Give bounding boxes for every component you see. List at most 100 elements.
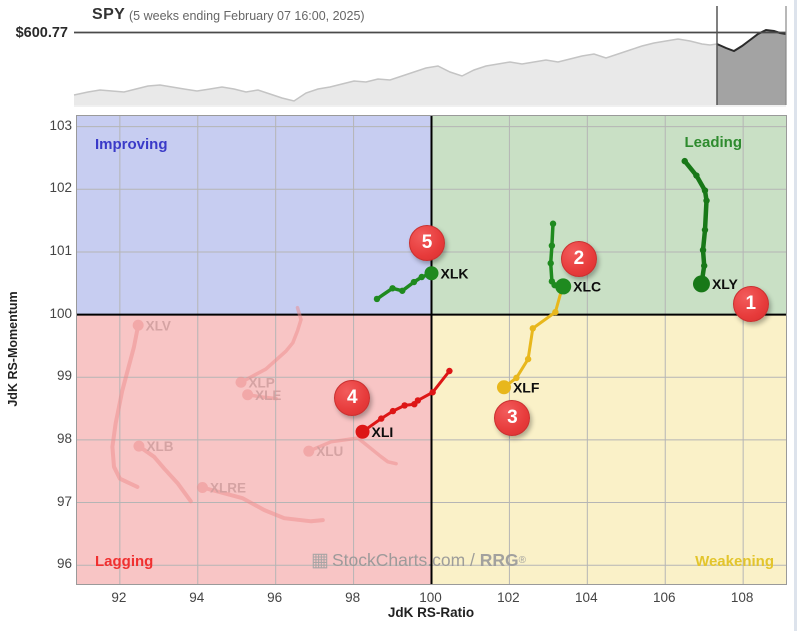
xly-tail-dot — [703, 197, 710, 204]
trail-xlb — [133, 440, 193, 504]
xli-tail-dot — [389, 407, 397, 415]
annotation-badge-1: 1 — [732, 285, 769, 322]
x-tick-106: 106 — [652, 590, 676, 605]
trail-xlre — [196, 482, 325, 524]
quadrant-leading-bg — [431, 116, 786, 315]
spy-price-sparkline — [73, 6, 787, 107]
xlp-tail — [239, 305, 303, 385]
x-tick-94: 94 — [189, 590, 205, 605]
xlu-head-dot[interactable] — [303, 445, 315, 457]
watermark-text: StockCharts.com — [331, 550, 466, 570]
trail-xly — [681, 157, 710, 293]
label-xli: XLI — [372, 424, 394, 440]
y-tick-98: 98 — [56, 430, 72, 446]
chart-subtitle: (5 weeks ending February 07 16:00, 2025) — [129, 9, 365, 23]
xlc-tail-dot — [547, 260, 554, 267]
x-tick-100: 100 — [419, 590, 442, 605]
xli-tail-dot — [446, 367, 453, 375]
watermark-rrg: RRG — [479, 550, 519, 570]
label-xlk: XLK — [441, 265, 469, 281]
xly-tail-dot — [693, 172, 700, 179]
stockcharts-watermark: ▦ StockCharts.com / RRG ® — [311, 550, 527, 571]
label-xlp: XLP — [249, 375, 275, 390]
xly-tail-dot — [701, 226, 709, 234]
xlre-head-dot[interactable] — [196, 482, 208, 494]
xli-tail-dot — [378, 415, 385, 422]
label-xlv: XLV — [146, 318, 171, 333]
xlk-tail-dot — [373, 295, 381, 303]
right-edge-divider — [794, 0, 797, 631]
xlk-tail-dot — [389, 285, 396, 292]
y-tick-103: 103 — [49, 117, 72, 133]
quadrant-label-improving: Improving — [95, 136, 168, 153]
xlf-tail-dot — [513, 374, 520, 382]
xly-tail-dot — [681, 157, 688, 165]
registered-mark: ® — [518, 555, 527, 566]
trail-xlc — [547, 220, 572, 295]
rrg-plot-area[interactable]: XLV XLP XLE XLB XLU XLRE XLI XLF XLC XLK XLY Impro… — [76, 115, 787, 585]
xlv-head-dot[interactable] — [132, 319, 144, 331]
xli-head-dot[interactable] — [355, 424, 370, 439]
xlc-tail-dot — [548, 242, 556, 249]
xle-head-dot[interactable] — [242, 389, 254, 401]
x-tick-102: 102 — [497, 590, 520, 605]
price-line — [73, 38, 718, 102]
xlv-tail — [110, 323, 141, 489]
annotation-badge-4: 4 — [334, 380, 371, 417]
y-axis-title: JdK RS-Momentum — [6, 291, 20, 407]
trail-xlu — [303, 436, 398, 466]
y-tick-97: 97 — [56, 493, 72, 509]
label-xlc: XLC — [573, 278, 601, 294]
price-line-label: $600.77 — [15, 25, 68, 41]
quadrant-label-weakening: Weakening — [695, 553, 774, 570]
chart-symbol: SPY — [92, 6, 126, 23]
quadrant-weakening-bg — [431, 314, 786, 584]
xlf-tail-dot — [524, 355, 532, 363]
highlight-window-area — [717, 30, 786, 105]
x-tick-92: 92 — [111, 590, 127, 605]
y-tick-101: 101 — [49, 242, 72, 258]
annotation-badge-5: 5 — [409, 224, 446, 261]
x-axis-title: JdK RS-Ratio — [387, 605, 475, 620]
x-tick-108: 108 — [730, 590, 754, 605]
xly-head-dot[interactable] — [692, 275, 710, 293]
xlf-tail-dot — [529, 325, 536, 332]
xly-tail-dot — [700, 262, 708, 269]
xli-tail-dot — [429, 389, 436, 396]
trail-xlk — [373, 266, 439, 303]
xlf-head-dot[interactable] — [496, 380, 511, 395]
xlk-head-dot[interactable] — [424, 266, 439, 281]
xlf-tail-dot — [552, 308, 559, 316]
trail-xlv — [110, 319, 144, 489]
xlb-head-dot[interactable] — [133, 440, 145, 452]
xly-tail-dot — [701, 187, 709, 194]
y-tick-102: 102 — [49, 180, 72, 196]
xli-tail-dot — [411, 400, 418, 408]
trail-xlf — [496, 285, 566, 395]
xlre-tail — [200, 485, 325, 524]
y-tick-99: 99 — [56, 368, 72, 384]
quadrant-improving-bg — [77, 116, 432, 315]
xle-tail — [245, 393, 278, 401]
xlu-tail — [307, 436, 398, 466]
stockcharts-logo-icon: ▦ — [311, 550, 329, 571]
y-tick-96: 96 — [56, 556, 72, 572]
label-xle: XLE — [255, 388, 281, 403]
x-tick-98: 98 — [345, 590, 361, 605]
quadrant-label-leading: Leading — [684, 134, 742, 151]
xlp-head-dot[interactable] — [235, 376, 247, 388]
quadrant-label-lagging: Lagging — [95, 553, 154, 570]
xlb-tail — [136, 444, 193, 504]
annotation-badge-3: 3 — [494, 400, 531, 437]
xlc-tail-dot — [549, 220, 557, 227]
trail-xle — [242, 389, 278, 401]
xli-tail-dot — [401, 402, 408, 409]
y-tick-100: 100 — [49, 305, 72, 321]
x-tick-104: 104 — [575, 590, 598, 605]
label-xlb: XLB — [146, 439, 173, 454]
x-tick-96: 96 — [267, 590, 283, 605]
xlc-head-dot[interactable] — [555, 278, 572, 295]
label-xlf: XLF — [513, 379, 540, 395]
xlk-tail-dot — [410, 278, 418, 286]
